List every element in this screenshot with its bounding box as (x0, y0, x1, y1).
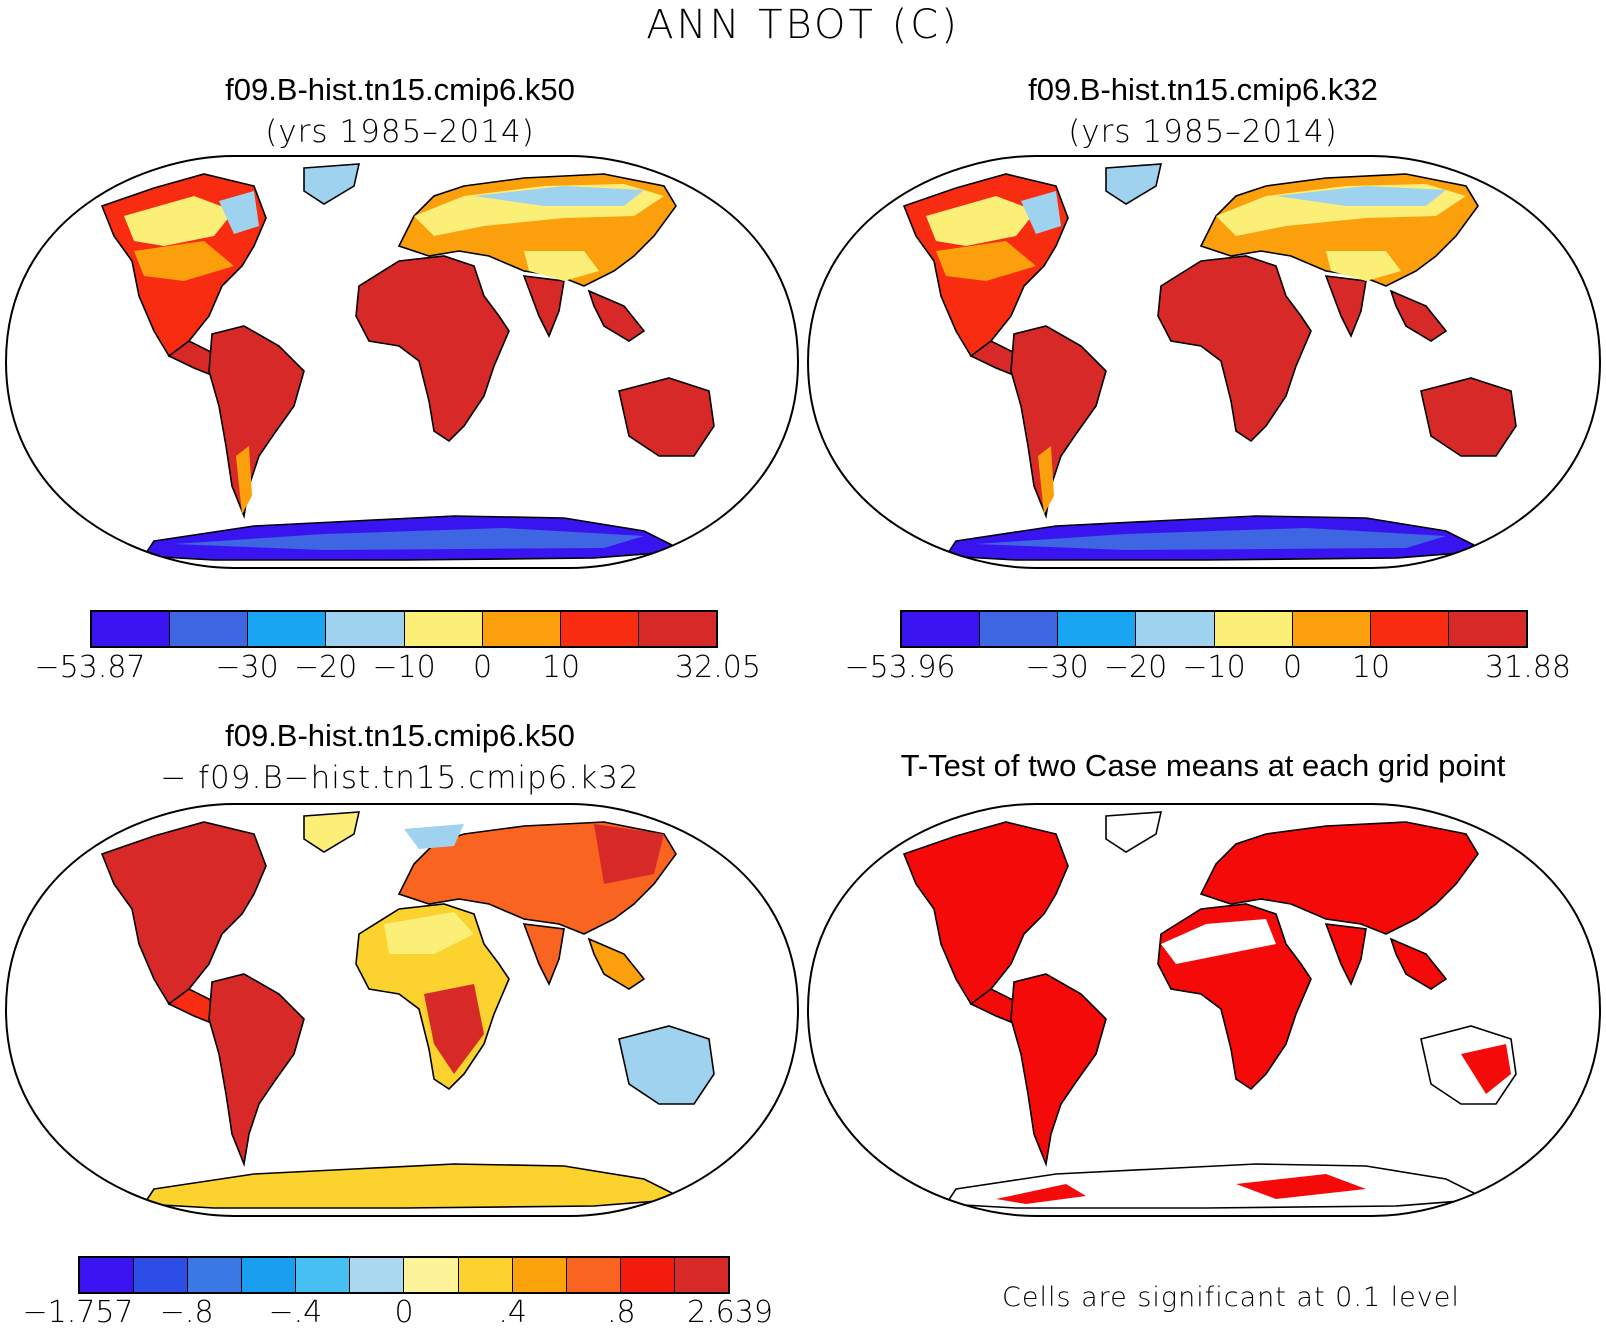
colorbar-swatch (1448, 612, 1526, 646)
colorbar-swatch (1136, 612, 1215, 646)
colorbar-swatch (512, 1258, 567, 1292)
landmass (1199, 821, 1479, 935)
panel-diff-title: f09.B-hist.tn15.cmip6.k50 (225, 718, 575, 753)
colorbar-tick-label: 2.639 (687, 1295, 773, 1330)
landmass (1105, 163, 1163, 205)
colorbar-tick-label: −20 (1103, 650, 1168, 685)
landmass (522, 275, 565, 338)
colorbar-tick-label: 32.05 (675, 650, 761, 685)
map-ttest (806, 803, 1602, 1217)
landmass (142, 1163, 687, 1209)
landmass (303, 811, 361, 853)
colorbar-tick-label: −10 (1182, 650, 1246, 685)
colorbar-swatch (902, 612, 981, 646)
colorbar-swatch (326, 612, 405, 646)
colorbar-tick-label: −.8 (159, 1295, 214, 1330)
colorbar-swatch (80, 1258, 135, 1292)
colorbar-swatch (560, 612, 639, 646)
map-border (4, 803, 800, 1217)
map-border (806, 803, 1602, 1217)
landmass (100, 821, 267, 1006)
colorbar-swatch (170, 612, 249, 646)
colorbar-tick-label: −10 (372, 650, 436, 685)
colorbar-tick-label: 0 (394, 1295, 414, 1330)
colorbar-swatch (248, 612, 327, 646)
landmass (587, 289, 646, 342)
colorbar-swatch (92, 612, 171, 646)
colorbar-swatch (1214, 612, 1293, 646)
colorbar-swatch (188, 1258, 243, 1292)
significance-note: Cells are significant at 0.1 level (1002, 1282, 1460, 1313)
landmass (1389, 289, 1448, 342)
colorbar-swatch (134, 1258, 189, 1292)
colorbar-swatch (458, 1258, 513, 1292)
map-k32 (806, 155, 1602, 569)
colorbar-swatch (674, 1258, 728, 1292)
colorbar-swatch (620, 1258, 675, 1292)
colorbar-tick-label: −.4 (268, 1295, 323, 1330)
map-diff (4, 803, 800, 1217)
colorbar-diff (78, 1256, 730, 1294)
panel-k32-title: f09.B-hist.tn15.cmip6.k32 (1028, 72, 1378, 107)
colorbar-k32 (900, 610, 1528, 648)
colorbar-swatch (980, 612, 1059, 646)
colorbar-swatch (404, 1258, 459, 1292)
landmass (944, 1163, 1489, 1209)
landmass (208, 325, 305, 519)
landmass (1157, 255, 1312, 443)
colorbar-k50 (90, 610, 718, 648)
colorbar-k50-labels: −53.87 −30 −20 −10 0 10 32.05 (34, 650, 760, 686)
landmass (618, 377, 715, 457)
colorbar-swatch (1292, 612, 1371, 646)
colorbar-swatch (566, 1258, 621, 1292)
landmass (1389, 937, 1448, 990)
colorbar-tick-label: .4 (498, 1295, 527, 1330)
colorbar-swatch (1058, 612, 1137, 646)
panel-k50-title: f09.B-hist.tn15.cmip6.k50 (225, 72, 575, 107)
landmass (1420, 377, 1517, 457)
colorbar-tick-label: −53.96 (844, 650, 956, 685)
colorbar-tick-label: −20 (293, 650, 358, 685)
colorbar-swatch (1370, 612, 1449, 646)
colorbar-swatch (296, 1258, 351, 1292)
colorbar-tick-label: 31.88 (1485, 650, 1571, 685)
colorbar-swatch (482, 612, 561, 646)
landmass (587, 937, 646, 990)
landmass (522, 923, 565, 986)
colorbar-tick-label: 0 (472, 650, 493, 685)
landmass (1324, 923, 1367, 986)
landmass (1010, 325, 1107, 519)
colorbar-swatch (638, 612, 716, 646)
landmass (902, 821, 1069, 1006)
map-k50 (4, 155, 800, 569)
colorbar-diff-labels: −1.757 −.8 −.4 0 .4 .8 2.639 (22, 1295, 772, 1331)
landmass (1324, 275, 1367, 338)
colorbar-tick-label: −1.757 (22, 1295, 134, 1330)
colorbar-tick-label: −30 (1025, 650, 1089, 685)
colorbar-tick-label: 10 (1351, 650, 1391, 685)
colorbar-tick-label: 10 (541, 650, 581, 685)
figure-title: ANN TBOT (C) (646, 2, 960, 48)
landmass (1105, 811, 1163, 853)
landmass (355, 255, 510, 443)
landmass (303, 163, 361, 205)
colorbar-tick-label: −30 (215, 650, 279, 685)
landmass (618, 1025, 715, 1105)
colorbar-tick-label: 0 (1282, 650, 1303, 685)
colorbar-tick-label: .8 (607, 1295, 636, 1330)
map-border (4, 155, 800, 569)
panel-k50-subtitle: (yrs 1985–2014) (265, 114, 535, 150)
panel-k32-subtitle: (yrs 1985–2014) (1068, 114, 1338, 150)
colorbar-swatch (404, 612, 483, 646)
colorbar-swatch (242, 1258, 297, 1292)
colorbar-k32-labels: −53.96 −30 −20 −10 0 10 31.88 (844, 650, 1570, 686)
panel-diff-subtitle: − f09.B−hist.tn15.cmip6.k32 (160, 760, 640, 796)
map-border (806, 155, 1602, 569)
panel-ttest-title: T-Test of two Case means at each grid po… (900, 748, 1506, 783)
landmass (1010, 973, 1107, 1167)
colorbar-swatch (350, 1258, 405, 1292)
colorbar-tick-label: −53.87 (34, 650, 146, 685)
